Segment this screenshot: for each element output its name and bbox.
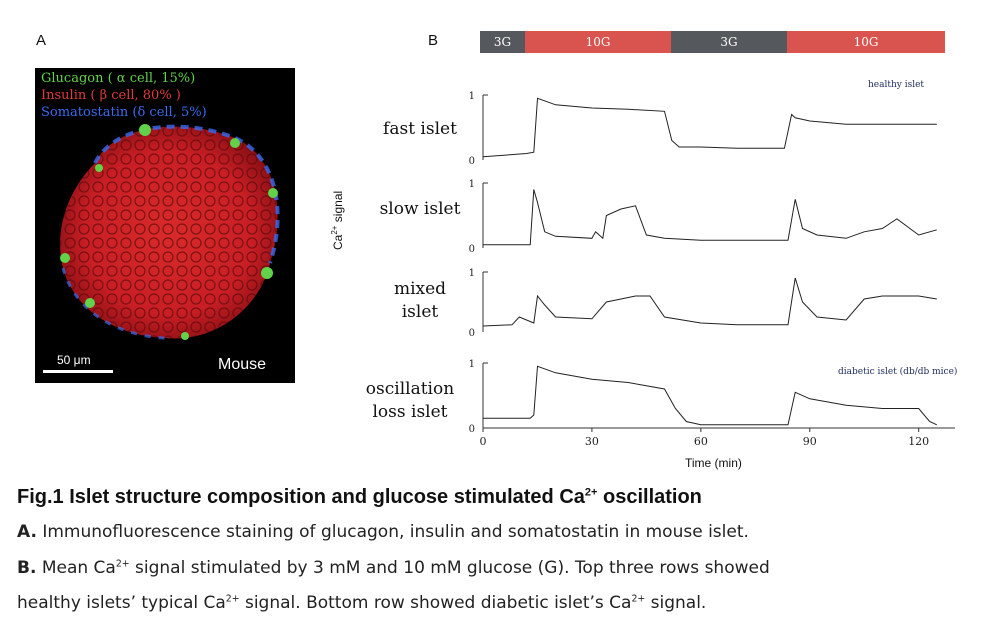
x-tick-label: 30 [585, 435, 599, 448]
caption-text: signal. [645, 593, 707, 613]
caption-a-letter: A. [17, 522, 37, 542]
row-label-mixed: mixed islet [370, 278, 470, 324]
row-label-slow: slow islet [370, 198, 470, 221]
row-label-line: oscillation [365, 379, 455, 399]
islet-image [60, 124, 280, 340]
series-line-0 [482, 97, 937, 158]
species-label: Mouse [218, 356, 267, 373]
x-tick-label: 120 [908, 435, 929, 448]
y-tick-label: 0 [469, 424, 475, 435]
title-end: oscillation [597, 486, 702, 508]
caption-a: A. Immunofluorescence staining of glucag… [17, 522, 749, 542]
condition-bar-10g-1: 10G [525, 31, 671, 53]
caption-b-cont: healthy islets’ typical Ca2+ signal. Bot… [17, 593, 706, 613]
caption-a-text: Immunofluorescence staining of glucagon,… [36, 522, 749, 542]
caption-text: healthy islets’ typical Ca [17, 593, 226, 613]
islet-micrograph: Glucagon ( α cell, 15%) Insulin ( β cell… [35, 68, 295, 383]
row-label-line: slow islet [379, 199, 461, 219]
figure-title: Fig.1 Islet structure composition and gl… [17, 486, 702, 509]
caption-b-text: Mean Ca [36, 558, 116, 578]
caption-b-letter: B. [17, 558, 37, 578]
series-line-2 [482, 277, 937, 327]
healthy-islet-note: healthy islet [868, 80, 925, 90]
condition-label: 10G [853, 35, 879, 49]
panel-b-letter: B [428, 32, 439, 49]
x-axis-label: Time (min) [685, 456, 742, 470]
y-tick-label: 1 [469, 91, 475, 102]
series-line-3 [483, 365, 938, 426]
legend-glucagon: Glucagon ( α cell, 15%) [41, 71, 196, 86]
y-tick-label: 1 [469, 359, 475, 370]
title-sup: 2+ [584, 486, 598, 499]
row-label-line: fast islet [383, 119, 457, 139]
x-tick-label: 0 [480, 435, 487, 448]
scale-bar-label: 50 μm [57, 353, 91, 367]
scale-bar [43, 370, 113, 373]
row-label-line: mixed [393, 279, 447, 299]
x-tick-label: 60 [694, 435, 708, 448]
series-line-1 [483, 189, 937, 246]
diabetic-islet-note: diabetic islet (db/db mice) [838, 367, 958, 377]
condition-label: 3G [493, 35, 512, 49]
condition-bar-3g-1: 3G [480, 31, 525, 53]
y-tick-label: 1 [469, 179, 475, 190]
caption-sup: 2+ [631, 593, 646, 605]
caption-b-text: signal stimulated by 3 mM and 10 mM gluc… [129, 558, 770, 578]
condition-label: 3G [720, 35, 738, 49]
y-tick-label: 0 [469, 328, 475, 339]
row-label-oscillation-loss: oscillation loss islet [350, 378, 470, 424]
condition-label: 10G [585, 35, 611, 49]
y-tick-label: 1 [469, 268, 475, 279]
caption-sup: 2+ [115, 558, 130, 570]
caption-text: signal. Bottom row showed diabetic islet… [239, 593, 632, 613]
condition-bar-10g-2: 10G [787, 31, 945, 53]
panel-a-letter: A [36, 32, 47, 49]
row-label-line: islet [401, 302, 439, 322]
caption-sup: 2+ [225, 593, 240, 605]
y-tick-label: 0 [469, 156, 475, 167]
caption-b: B. Mean Ca2+ signal stimulated by 3 mM a… [17, 558, 770, 578]
condition-bar-3g-2: 3G [671, 31, 787, 53]
legend-insulin: Insulin ( β cell, 80% ) [41, 88, 181, 103]
y-tick-label: 0 [469, 244, 475, 255]
row-label-line: loss islet [372, 402, 448, 422]
legend-somatostatin: Somatostatin (δ cell, 5%) [41, 105, 207, 120]
row-label-fast: fast islet [370, 118, 470, 141]
x-tick-label: 90 [803, 435, 817, 448]
title-main: Fig.1 Islet structure composition and gl… [17, 486, 585, 508]
